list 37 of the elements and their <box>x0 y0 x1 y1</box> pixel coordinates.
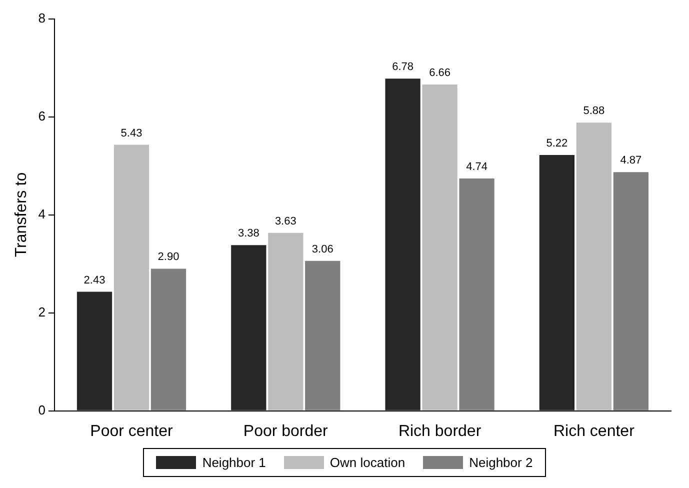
legend-label: Neighbor 2 <box>469 455 533 470</box>
data-label: 5.88 <box>583 105 605 118</box>
data-label: 2.90 <box>158 251 180 264</box>
bar <box>76 292 112 410</box>
data-label: 5.43 <box>120 127 142 140</box>
data-label: 2.43 <box>84 274 106 286</box>
bar <box>231 245 266 410</box>
data-label: 5.22 <box>546 138 568 150</box>
y-tick-label: 0 <box>38 402 46 418</box>
bar <box>422 84 458 410</box>
bar <box>576 122 612 410</box>
bar <box>114 144 150 410</box>
data-label: 3.63 <box>274 215 296 228</box>
x-tick-label: Rich center <box>553 422 636 440</box>
bar <box>539 155 575 410</box>
bar <box>150 268 186 410</box>
x-tick-label: Rich border <box>398 422 482 440</box>
bar <box>305 260 340 410</box>
bar <box>613 172 648 410</box>
y-tick-label: 2 <box>38 304 46 320</box>
y-tick-label: 4 <box>38 206 46 222</box>
bar <box>268 232 304 410</box>
data-label: 4.74 <box>466 161 488 174</box>
x-tick-label: Poor center <box>90 422 174 440</box>
y-tick-label: 6 <box>38 108 46 124</box>
data-label: 3.38 <box>238 228 260 240</box>
legend-label: Neighbor 1 <box>202 455 266 470</box>
y-tick-label: 8 <box>38 10 46 26</box>
data-label: 4.87 <box>620 154 642 167</box>
legend-label: Own location <box>330 455 406 470</box>
data-label: 3.06 <box>312 243 334 256</box>
x-tick-label: Poor border <box>243 422 329 440</box>
bar <box>385 78 420 410</box>
y-axis-title: Transfers to <box>13 172 30 258</box>
data-label: 6.78 <box>392 61 414 74</box>
data-label: 6.66 <box>429 66 450 79</box>
bar <box>459 178 494 410</box>
